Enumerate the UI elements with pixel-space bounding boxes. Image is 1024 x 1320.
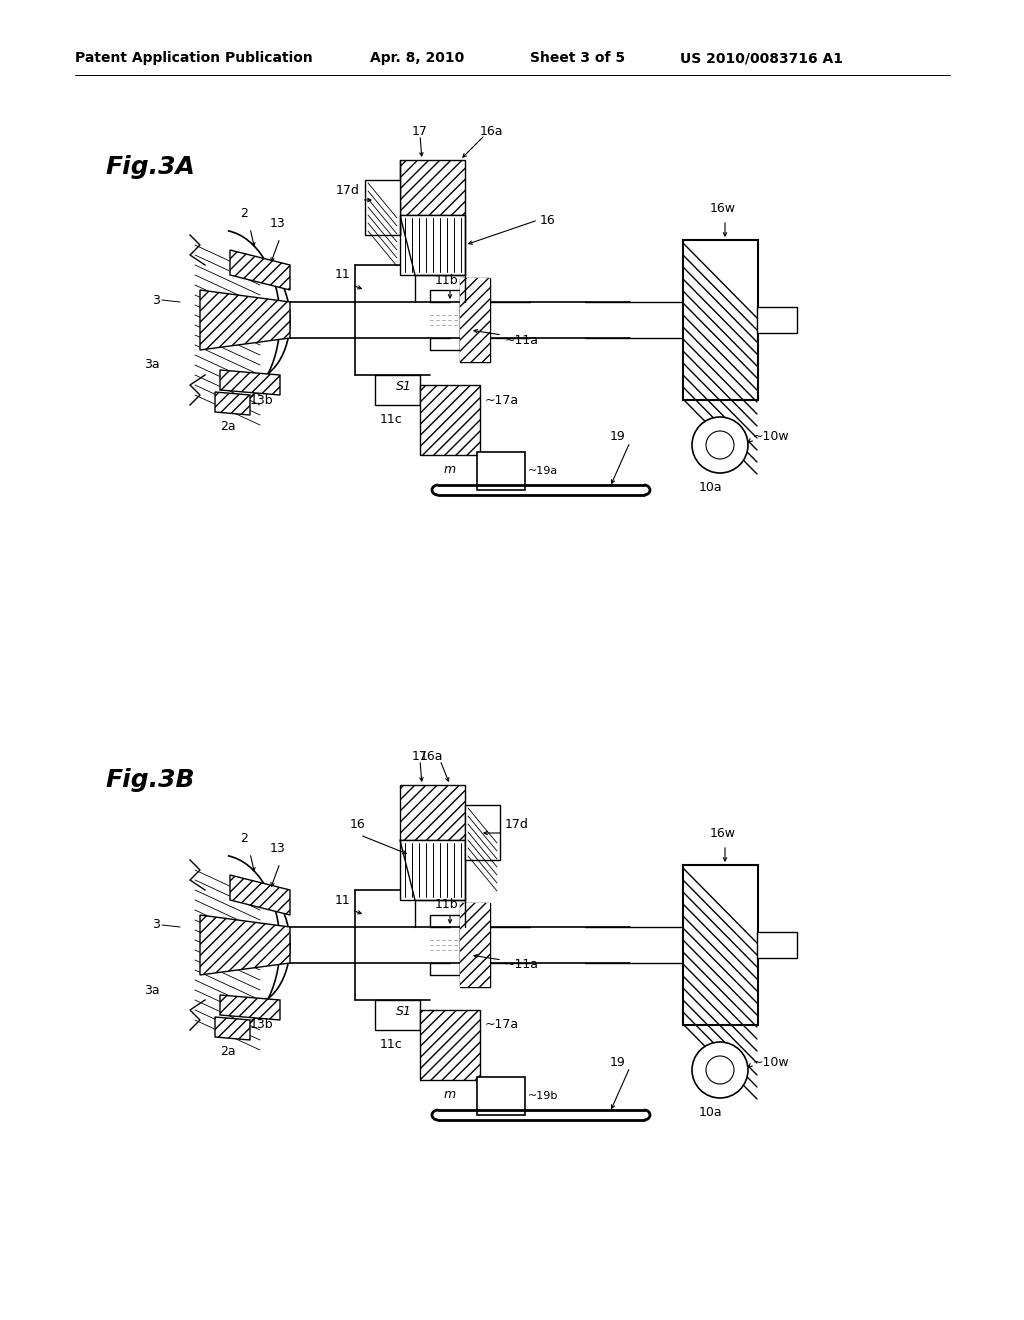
Bar bbox=[400, 160, 465, 215]
Polygon shape bbox=[230, 875, 290, 915]
Text: Fig.3A: Fig.3A bbox=[105, 154, 195, 180]
Text: Apr. 8, 2010: Apr. 8, 2010 bbox=[370, 51, 464, 65]
Text: 2a: 2a bbox=[220, 420, 236, 433]
Polygon shape bbox=[215, 392, 250, 414]
Text: 16: 16 bbox=[540, 214, 556, 227]
Text: ~19a: ~19a bbox=[528, 466, 558, 477]
Text: 16a: 16a bbox=[480, 125, 504, 139]
Text: 3a: 3a bbox=[144, 359, 160, 371]
Bar bbox=[400, 215, 465, 275]
Bar bbox=[420, 385, 480, 455]
Bar bbox=[400, 840, 465, 900]
Text: 10a: 10a bbox=[698, 1106, 722, 1119]
Polygon shape bbox=[215, 1016, 250, 1040]
Text: 17d: 17d bbox=[336, 183, 360, 197]
Text: ~11a: ~11a bbox=[505, 334, 539, 346]
Bar bbox=[460, 279, 490, 362]
Text: 17d: 17d bbox=[505, 818, 528, 832]
Text: 11b: 11b bbox=[435, 899, 459, 912]
Bar bbox=[460, 279, 490, 362]
Bar bbox=[375, 375, 420, 405]
Bar bbox=[400, 785, 465, 840]
Text: 16w: 16w bbox=[710, 202, 736, 215]
Text: S1: S1 bbox=[396, 1005, 412, 1018]
Text: ~17a: ~17a bbox=[485, 393, 519, 407]
Text: US 2010/0083716 A1: US 2010/0083716 A1 bbox=[680, 51, 843, 65]
Text: 2: 2 bbox=[240, 207, 248, 220]
Text: 19: 19 bbox=[610, 430, 626, 444]
Text: 11c: 11c bbox=[380, 413, 402, 426]
Text: 16w: 16w bbox=[710, 828, 736, 840]
Text: 16a: 16a bbox=[420, 750, 443, 763]
Bar bbox=[477, 451, 525, 490]
Bar bbox=[683, 865, 758, 1026]
Text: 3a: 3a bbox=[144, 983, 160, 997]
Bar bbox=[757, 308, 797, 333]
Bar bbox=[365, 180, 400, 235]
Bar bbox=[420, 1010, 480, 1080]
Bar bbox=[375, 1001, 420, 1030]
Text: 10a: 10a bbox=[698, 480, 722, 494]
Text: 3: 3 bbox=[153, 293, 160, 306]
Polygon shape bbox=[230, 249, 290, 290]
Text: 13: 13 bbox=[270, 842, 286, 855]
Text: Patent Application Publication: Patent Application Publication bbox=[75, 51, 312, 65]
Text: 19: 19 bbox=[610, 1056, 626, 1068]
Text: Fig.3B: Fig.3B bbox=[105, 768, 195, 792]
Text: 13: 13 bbox=[270, 216, 286, 230]
Polygon shape bbox=[220, 995, 280, 1020]
Bar bbox=[465, 805, 500, 861]
Text: S1: S1 bbox=[396, 380, 412, 393]
Text: 16: 16 bbox=[350, 818, 366, 832]
Text: ~17a: ~17a bbox=[485, 1019, 519, 1031]
Text: 11: 11 bbox=[334, 894, 350, 907]
Text: ~10w: ~10w bbox=[753, 430, 790, 444]
Bar bbox=[757, 932, 797, 958]
Circle shape bbox=[692, 417, 748, 473]
Polygon shape bbox=[200, 290, 290, 350]
Circle shape bbox=[692, 1041, 748, 1098]
Text: 11b: 11b bbox=[435, 273, 459, 286]
Text: 13b: 13b bbox=[250, 1019, 273, 1031]
Circle shape bbox=[706, 1056, 734, 1084]
Text: 2: 2 bbox=[240, 832, 248, 845]
Text: 2a: 2a bbox=[220, 1045, 236, 1059]
Text: 17: 17 bbox=[412, 125, 428, 139]
Bar bbox=[477, 1077, 525, 1115]
Text: ~10w: ~10w bbox=[753, 1056, 790, 1068]
Text: ~11a: ~11a bbox=[505, 958, 539, 972]
Polygon shape bbox=[220, 370, 280, 395]
Text: Sheet 3 of 5: Sheet 3 of 5 bbox=[530, 51, 625, 65]
Text: 3: 3 bbox=[153, 919, 160, 932]
Text: 17: 17 bbox=[412, 750, 428, 763]
Text: m: m bbox=[444, 1088, 456, 1101]
Bar bbox=[683, 240, 758, 400]
Text: 11: 11 bbox=[334, 268, 350, 281]
Bar bbox=[460, 903, 490, 987]
Text: m: m bbox=[444, 463, 456, 477]
Bar bbox=[460, 903, 490, 987]
Circle shape bbox=[706, 432, 734, 459]
Polygon shape bbox=[200, 915, 290, 975]
Text: ~19b: ~19b bbox=[528, 1092, 558, 1101]
Text: 11c: 11c bbox=[380, 1038, 402, 1051]
Text: 13b: 13b bbox=[250, 393, 273, 407]
